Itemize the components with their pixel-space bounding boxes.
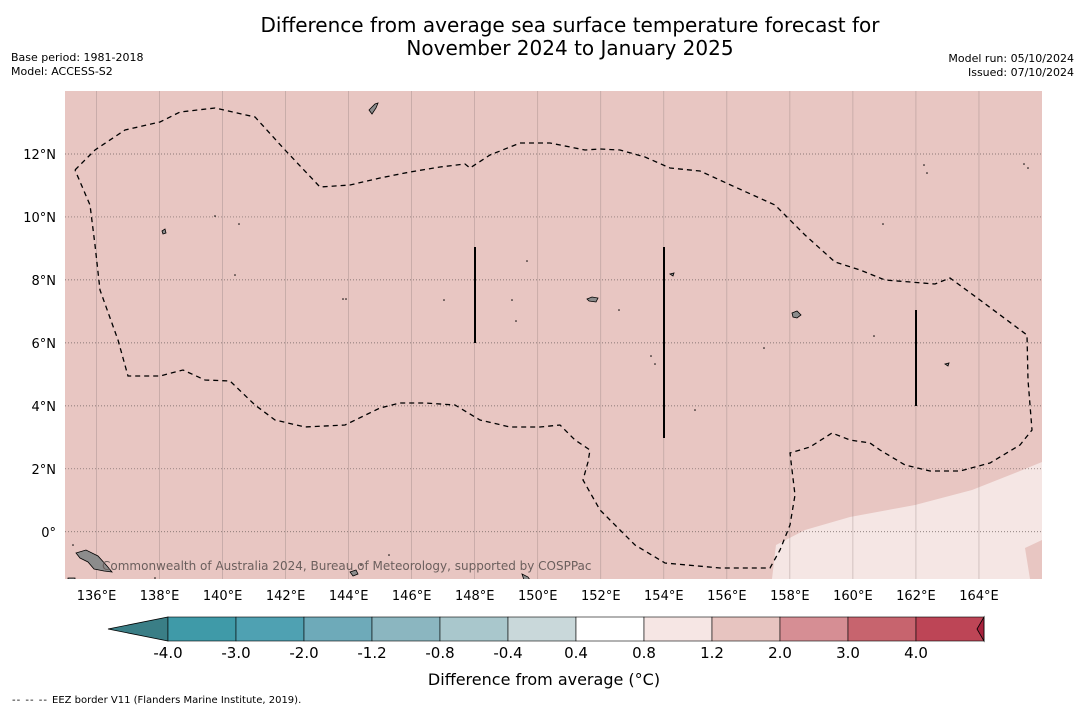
colorbar-tick-label: -0.4 <box>493 644 522 662</box>
colorbar-tick-label: 1.2 <box>700 644 724 662</box>
island-guam <box>368 102 379 115</box>
island-pohnpei <box>791 310 802 319</box>
eez-border <box>74 107 1033 569</box>
anomaly-field-main <box>65 91 1042 579</box>
model-run: Model run: 05/10/2024 <box>948 52 1074 65</box>
colorbar-tick-label: 2.0 <box>768 644 792 662</box>
island-small-3 <box>67 577 76 579</box>
attribution: Commonwealth of Australia 2024, Bureau o… <box>102 559 592 573</box>
colorbar-segment <box>167 616 237 642</box>
island-small-2 <box>349 569 359 577</box>
eez-legend: -- -- -- EEZ border V11 (Flanders Marine … <box>12 695 301 706</box>
colorbar-segment <box>643 616 713 642</box>
island-png-north <box>75 549 113 573</box>
island-yap <box>161 228 167 235</box>
colorbar-segment <box>439 616 509 642</box>
graticule <box>65 91 1042 579</box>
title-line2: November 2024 to January 2025 <box>406 36 734 60</box>
longitude-tick-label: 164°E <box>959 589 999 604</box>
colorbar-segment <box>575 616 645 642</box>
latitude-tick-label: 12°N <box>23 148 56 163</box>
colorbar-tick-label: -1.2 <box>357 644 386 662</box>
colorbar-segment <box>235 616 305 642</box>
longitude-tick-label: 148°E <box>455 589 495 604</box>
latitude-tick-label: 8°N <box>32 274 57 289</box>
island-manus <box>521 573 530 579</box>
longitude-tick-label: 158°E <box>770 589 810 604</box>
islands <box>67 102 950 579</box>
colorbar-tick-label: -2.0 <box>289 644 318 662</box>
latitude-tick-label: 10°N <box>23 211 56 226</box>
chart-title: Difference from average sea surface temp… <box>0 14 1085 60</box>
colorbar-segment <box>847 616 917 642</box>
meta-right: Model run: 05/10/2024 Issued: 07/10/2024 <box>948 52 1074 80</box>
longitude-labels: 136°E 138°E 140°E 142°E 144°E 146°E 148°E 150°E… <box>77 589 999 604</box>
longitude-tick-label: 142°E <box>266 589 306 604</box>
longitude-tick-label: 146°E <box>392 589 432 604</box>
colorbar-segment <box>779 616 849 642</box>
colorbar-tick-label: 4.0 <box>904 644 928 662</box>
meta-left: Base period: 1981-2018 Model: ACCESS-S2 <box>11 51 143 79</box>
colorbar-title: Difference from average (°C) <box>427 670 661 689</box>
colorbar-tick-label: 0.8 <box>632 644 656 662</box>
latitude-tick-label: 0° <box>41 526 56 541</box>
colorbar-tick-label: 3.0 <box>836 644 860 662</box>
colorbar-segment <box>915 616 985 642</box>
colorbar-segment <box>371 616 441 642</box>
equatorial-markers <box>474 247 917 438</box>
longitude-tick-label: 150°E <box>518 589 558 604</box>
atolls <box>72 163 1029 579</box>
eez-label: EEZ border V11 (Flanders Marine Institut… <box>52 695 302 706</box>
colorbar-tick-label: -4.0 <box>153 644 182 662</box>
island-kosrae <box>944 362 950 367</box>
latitude-tick-label: 4°N <box>32 400 57 415</box>
colorbar-over-extension <box>976 615 985 643</box>
longitude-tick-label: 140°E <box>203 589 243 604</box>
longitude-tick-label: 156°E <box>707 589 747 604</box>
longitude-tick-label: 162°E <box>896 589 936 604</box>
colorbar-tick-label: -0.8 <box>425 644 454 662</box>
issued-date: Issued: 07/10/2024 <box>967 66 1074 79</box>
island-chuuk <box>586 296 599 303</box>
colorbar-under-extension <box>107 616 169 642</box>
longitude-tick-label: 154°E <box>644 589 684 604</box>
latitude-tick-label: 2°N <box>32 463 57 478</box>
base-period: Base period: 1981-2018 <box>11 51 144 64</box>
anomaly-field-light <box>772 462 1042 579</box>
colorbar: -4.0 -3.0 -2.0 -1.2 -0.8 -0.4 0.4 0.8 1.2 2.0 3.0 4… <box>107 615 985 662</box>
latitude-labels: 12°N 10°N 8°N 6°N 4°N 2°N 0° <box>23 148 56 541</box>
latitude-tick-label: 6°N <box>32 337 57 352</box>
island-small-1 <box>669 272 675 277</box>
colorbar-tick-label: -3.0 <box>221 644 250 662</box>
longitude-tick-label: 160°E <box>833 589 873 604</box>
longitude-tick-label: 152°E <box>581 589 621 604</box>
longitude-tick-label: 136°E <box>77 589 117 604</box>
colorbar-segment <box>711 616 781 642</box>
colorbar-tick-label: 0.4 <box>564 644 588 662</box>
colorbar-segment <box>507 616 577 642</box>
eez-dash-sample: -- -- -- <box>12 695 49 706</box>
longitude-tick-label: 144°E <box>329 589 369 604</box>
longitude-tick-label: 138°E <box>140 589 180 604</box>
title-line1: Difference from average sea surface temp… <box>260 13 880 37</box>
colorbar-segment <box>303 616 373 642</box>
model-name: Model: ACCESS-S2 <box>11 65 113 78</box>
